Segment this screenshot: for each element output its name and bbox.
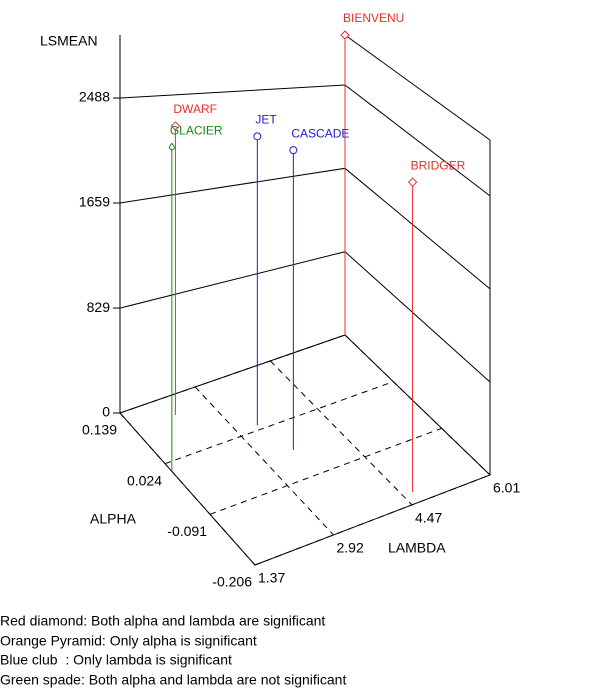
grid-line bbox=[119, 334, 346, 414]
grid-line bbox=[269, 360, 413, 506]
z-tick-label: 0 bbox=[102, 404, 110, 420]
point-label: BIENVENU bbox=[343, 11, 404, 25]
wall-top bbox=[344, 34, 491, 141]
marker bbox=[407, 177, 418, 187]
note: Green spade: Both alpha and lambda are n… bbox=[0, 672, 346, 688]
note: Orange Pyramid: Only alpha is significan… bbox=[0, 633, 257, 649]
marker bbox=[170, 121, 181, 131]
grid-line bbox=[164, 381, 394, 465]
y-axis-label: ALPHA bbox=[90, 511, 137, 527]
x-tick-label: 1.37 bbox=[258, 570, 285, 586]
z-axis-label: LSMEAN bbox=[40, 33, 98, 49]
y-tick-label: 0.024 bbox=[127, 472, 162, 488]
z-tick-label: 829 bbox=[87, 299, 111, 315]
grid-line bbox=[209, 427, 442, 515]
marker bbox=[340, 30, 350, 40]
grid-line bbox=[119, 412, 256, 566]
note: Red diamond: Both alpha and lambda are s… bbox=[0, 613, 325, 629]
grid-line bbox=[254, 474, 491, 566]
point-label: DWARF bbox=[173, 102, 217, 116]
y-tick-label: 0.139 bbox=[82, 422, 117, 438]
grid-line bbox=[194, 386, 334, 536]
z-tick-label: 2488 bbox=[79, 89, 110, 105]
z-tick-label: 1659 bbox=[79, 194, 110, 210]
marker bbox=[289, 146, 298, 155]
x-tick-label: 2.92 bbox=[337, 540, 364, 556]
x-tick-label: 6.01 bbox=[493, 480, 520, 496]
y-tick-label: -0.091 bbox=[167, 523, 207, 539]
y-tick-label: -0.206 bbox=[212, 574, 252, 590]
point-label: BRIDGER bbox=[411, 158, 466, 172]
point-label: GLACIER bbox=[170, 124, 223, 138]
grid-line bbox=[344, 334, 491, 476]
note: Blue club : Only lambda is significant bbox=[0, 652, 232, 668]
marker bbox=[168, 142, 175, 152]
x-axis-label: LAMBDA bbox=[388, 540, 446, 556]
point-label: CASCADE bbox=[291, 126, 349, 140]
point-label: JET bbox=[255, 113, 277, 127]
marker bbox=[253, 132, 262, 141]
x-tick-label: 4.47 bbox=[415, 510, 442, 526]
